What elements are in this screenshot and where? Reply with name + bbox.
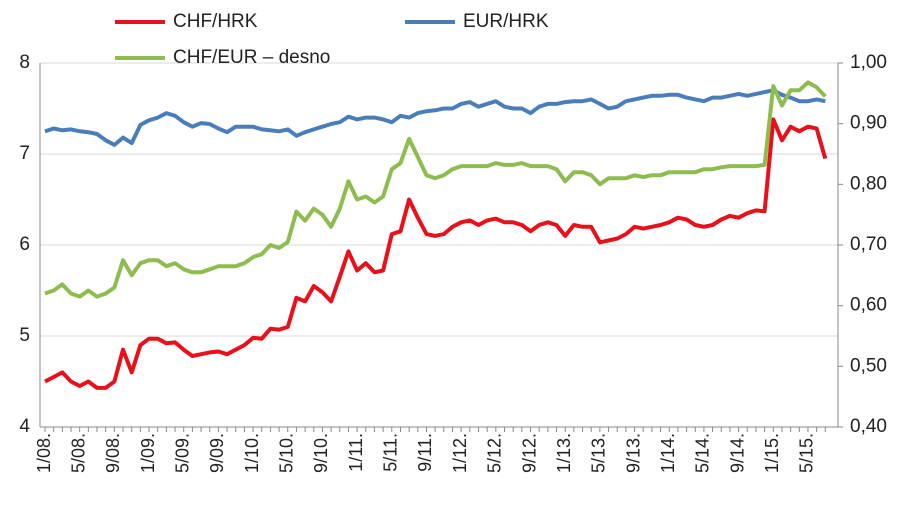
x-tick-label: 5/11. [381, 433, 401, 472]
x-tick-label: 5/10. [277, 433, 297, 473]
y-tick-label: 7 [19, 143, 30, 164]
x-tick-label: 1/15. [762, 433, 782, 473]
series-line [44, 88, 826, 147]
y2-tick-label: 0,60 [850, 295, 887, 316]
x-tick-label: 9/14. [727, 433, 747, 473]
x-tick-label: 1/11. [346, 433, 366, 472]
y-tick-label: 6 [19, 234, 30, 255]
x-tick-label: 1/13. [554, 433, 574, 473]
x-tick-label: 1/12. [450, 433, 470, 473]
x-tick-label: 9/10. [311, 433, 331, 473]
x-tick-label: 5/09. [172, 433, 192, 473]
series-line [44, 80, 827, 299]
x-tick-label: 5/15. [797, 433, 817, 473]
x-tick-label: 1/08. [34, 433, 54, 473]
y2-tick-label: 0,50 [850, 355, 887, 376]
legend-label: EUR/HRK [463, 11, 549, 32]
x-tick-label: 5/08. [68, 433, 88, 473]
y2-tick-label: 0,90 [850, 113, 887, 134]
x-tick-label: 9/09. [207, 433, 227, 473]
x-tick-label: 1/10. [242, 433, 262, 473]
y2-tick-label: 0,80 [850, 173, 887, 194]
x-tick-label: 9/12. [519, 433, 539, 473]
y2-tick-label: 1,00 [850, 52, 887, 73]
x-tick-label: 9/11. [415, 433, 435, 472]
x-tick-label: 5/12. [485, 433, 505, 473]
x-tick-label: 1/09. [138, 433, 158, 473]
legend-label: CHF/EUR – desno [173, 47, 330, 68]
x-tick-label: 9/08. [103, 433, 123, 473]
y-tick-label: 5 [19, 325, 30, 346]
y2-tick-label: 0,70 [850, 234, 887, 255]
legend-label: CHF/HRK [173, 11, 258, 32]
series-line [44, 117, 828, 390]
x-tick-label: 1/14. [658, 433, 678, 473]
y2-tick-label: 0,40 [850, 416, 887, 437]
y-tick-label: 8 [19, 52, 30, 73]
x-tick-label: 5/14. [693, 433, 713, 473]
y-tick-label: 4 [19, 416, 30, 437]
x-tick-label: 5/13. [589, 433, 609, 473]
x-tick-label: 9/13. [623, 433, 643, 473]
